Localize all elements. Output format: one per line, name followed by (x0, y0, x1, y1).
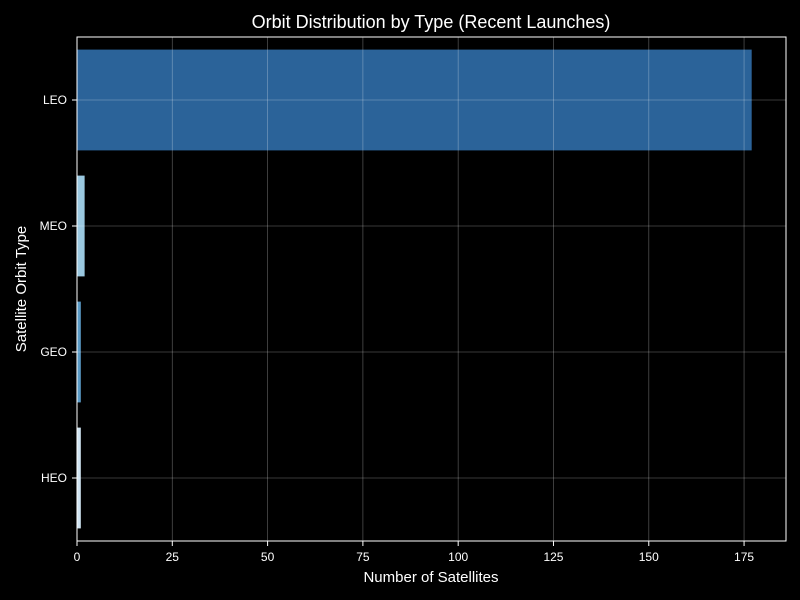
bar-heo (77, 427, 81, 529)
x-tick-label: 175 (734, 550, 754, 564)
x-tick-label: 50 (261, 550, 275, 564)
bar-leo (77, 49, 752, 151)
x-tick-label: 75 (356, 550, 370, 564)
y-tick-label-leo: LEO (43, 93, 67, 107)
bars-layer (77, 49, 752, 529)
bar-geo (77, 301, 81, 403)
axes-layer (76, 36, 787, 542)
plot-frame (76, 36, 787, 542)
x-tick-label: 0 (74, 550, 81, 564)
chart-title: Orbit Distribution by Type (Recent Launc… (252, 12, 611, 32)
y-tick-label-heo: HEO (41, 471, 67, 485)
x-tick-label: 25 (166, 550, 180, 564)
x-tick-label: 125 (543, 550, 563, 564)
x-tick-label: 100 (448, 550, 468, 564)
y-tick-label-meo: MEO (40, 219, 67, 233)
bar-meo (77, 175, 85, 277)
ticks-layer: 0 25 50 75 100 125 150 175 LEO MEO GEO HEO (40, 93, 755, 564)
y-tick-label-geo: GEO (40, 345, 67, 359)
x-axis-label: Number of Satellites (363, 569, 498, 586)
y-axis-label: Satellite Orbit Type (13, 226, 30, 352)
x-tick-label: 150 (639, 550, 659, 564)
